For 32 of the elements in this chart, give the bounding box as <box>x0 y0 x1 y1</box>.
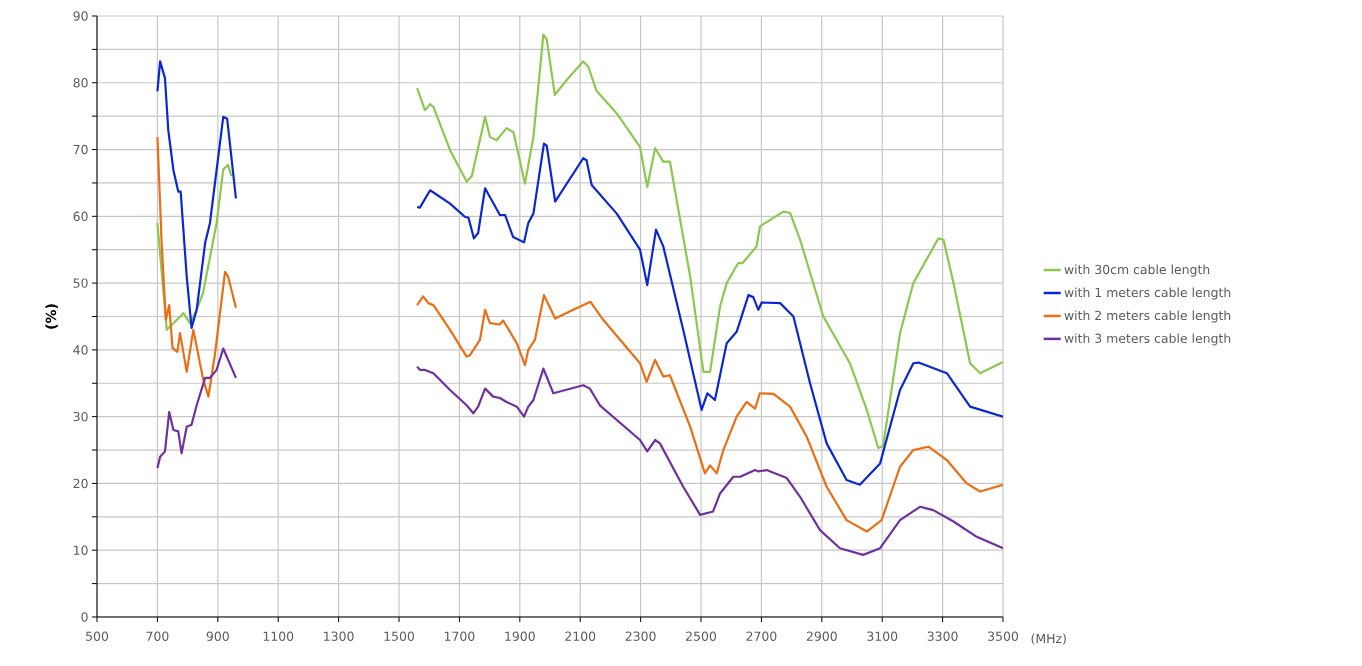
x-tick-label: 900 <box>206 631 229 641</box>
x-tick-label: 1100 <box>263 631 294 641</box>
y-tick-label: 40 <box>73 345 88 355</box>
x-tick-label: 500 <box>86 631 109 641</box>
y-tick-label: 0 <box>81 612 88 622</box>
x-tick-label: 1300 <box>324 631 354 641</box>
x-tick-label: 700 <box>146 631 169 641</box>
y-tick-label: 80 <box>73 78 88 88</box>
legend-label: with 30cm cable length <box>1064 264 1210 277</box>
x-tick-label: 2100 <box>565 631 596 641</box>
x-tick-label: 2900 <box>806 631 837 641</box>
x-tick-label: 3300 <box>927 631 958 641</box>
y-tick-label: 50 <box>73 278 88 288</box>
x-tick-label: 1900 <box>505 631 535 641</box>
y-tick-label: 20 <box>73 478 88 489</box>
x-axis-title: (MHz) <box>1031 633 1066 645</box>
y-tick-label: 90 <box>73 11 88 21</box>
legend-label: with 3 meters cable length <box>1064 333 1231 346</box>
y-tick-label: 10 <box>74 545 88 555</box>
x-tick-label: 2500 <box>686 631 717 641</box>
y-tick-label: 60 <box>73 211 88 222</box>
x-tick-label: 2300 <box>625 631 656 641</box>
y-tick-label: 30 <box>73 411 88 422</box>
x-tick-label: 1500 <box>384 631 415 641</box>
x-tick-label: 2700 <box>746 631 777 641</box>
legend-label: with 2 meters cable length <box>1064 310 1231 323</box>
x-tick-label: 1700 <box>444 631 475 641</box>
y-axis-title: (%) <box>45 304 58 329</box>
x-tick-label: 3500 <box>988 631 1019 641</box>
legend-label: with 1 meters cable length <box>1064 287 1231 300</box>
y-tick-label: 70 <box>73 144 88 155</box>
x-tick-label: 3100 <box>867 631 898 641</box>
